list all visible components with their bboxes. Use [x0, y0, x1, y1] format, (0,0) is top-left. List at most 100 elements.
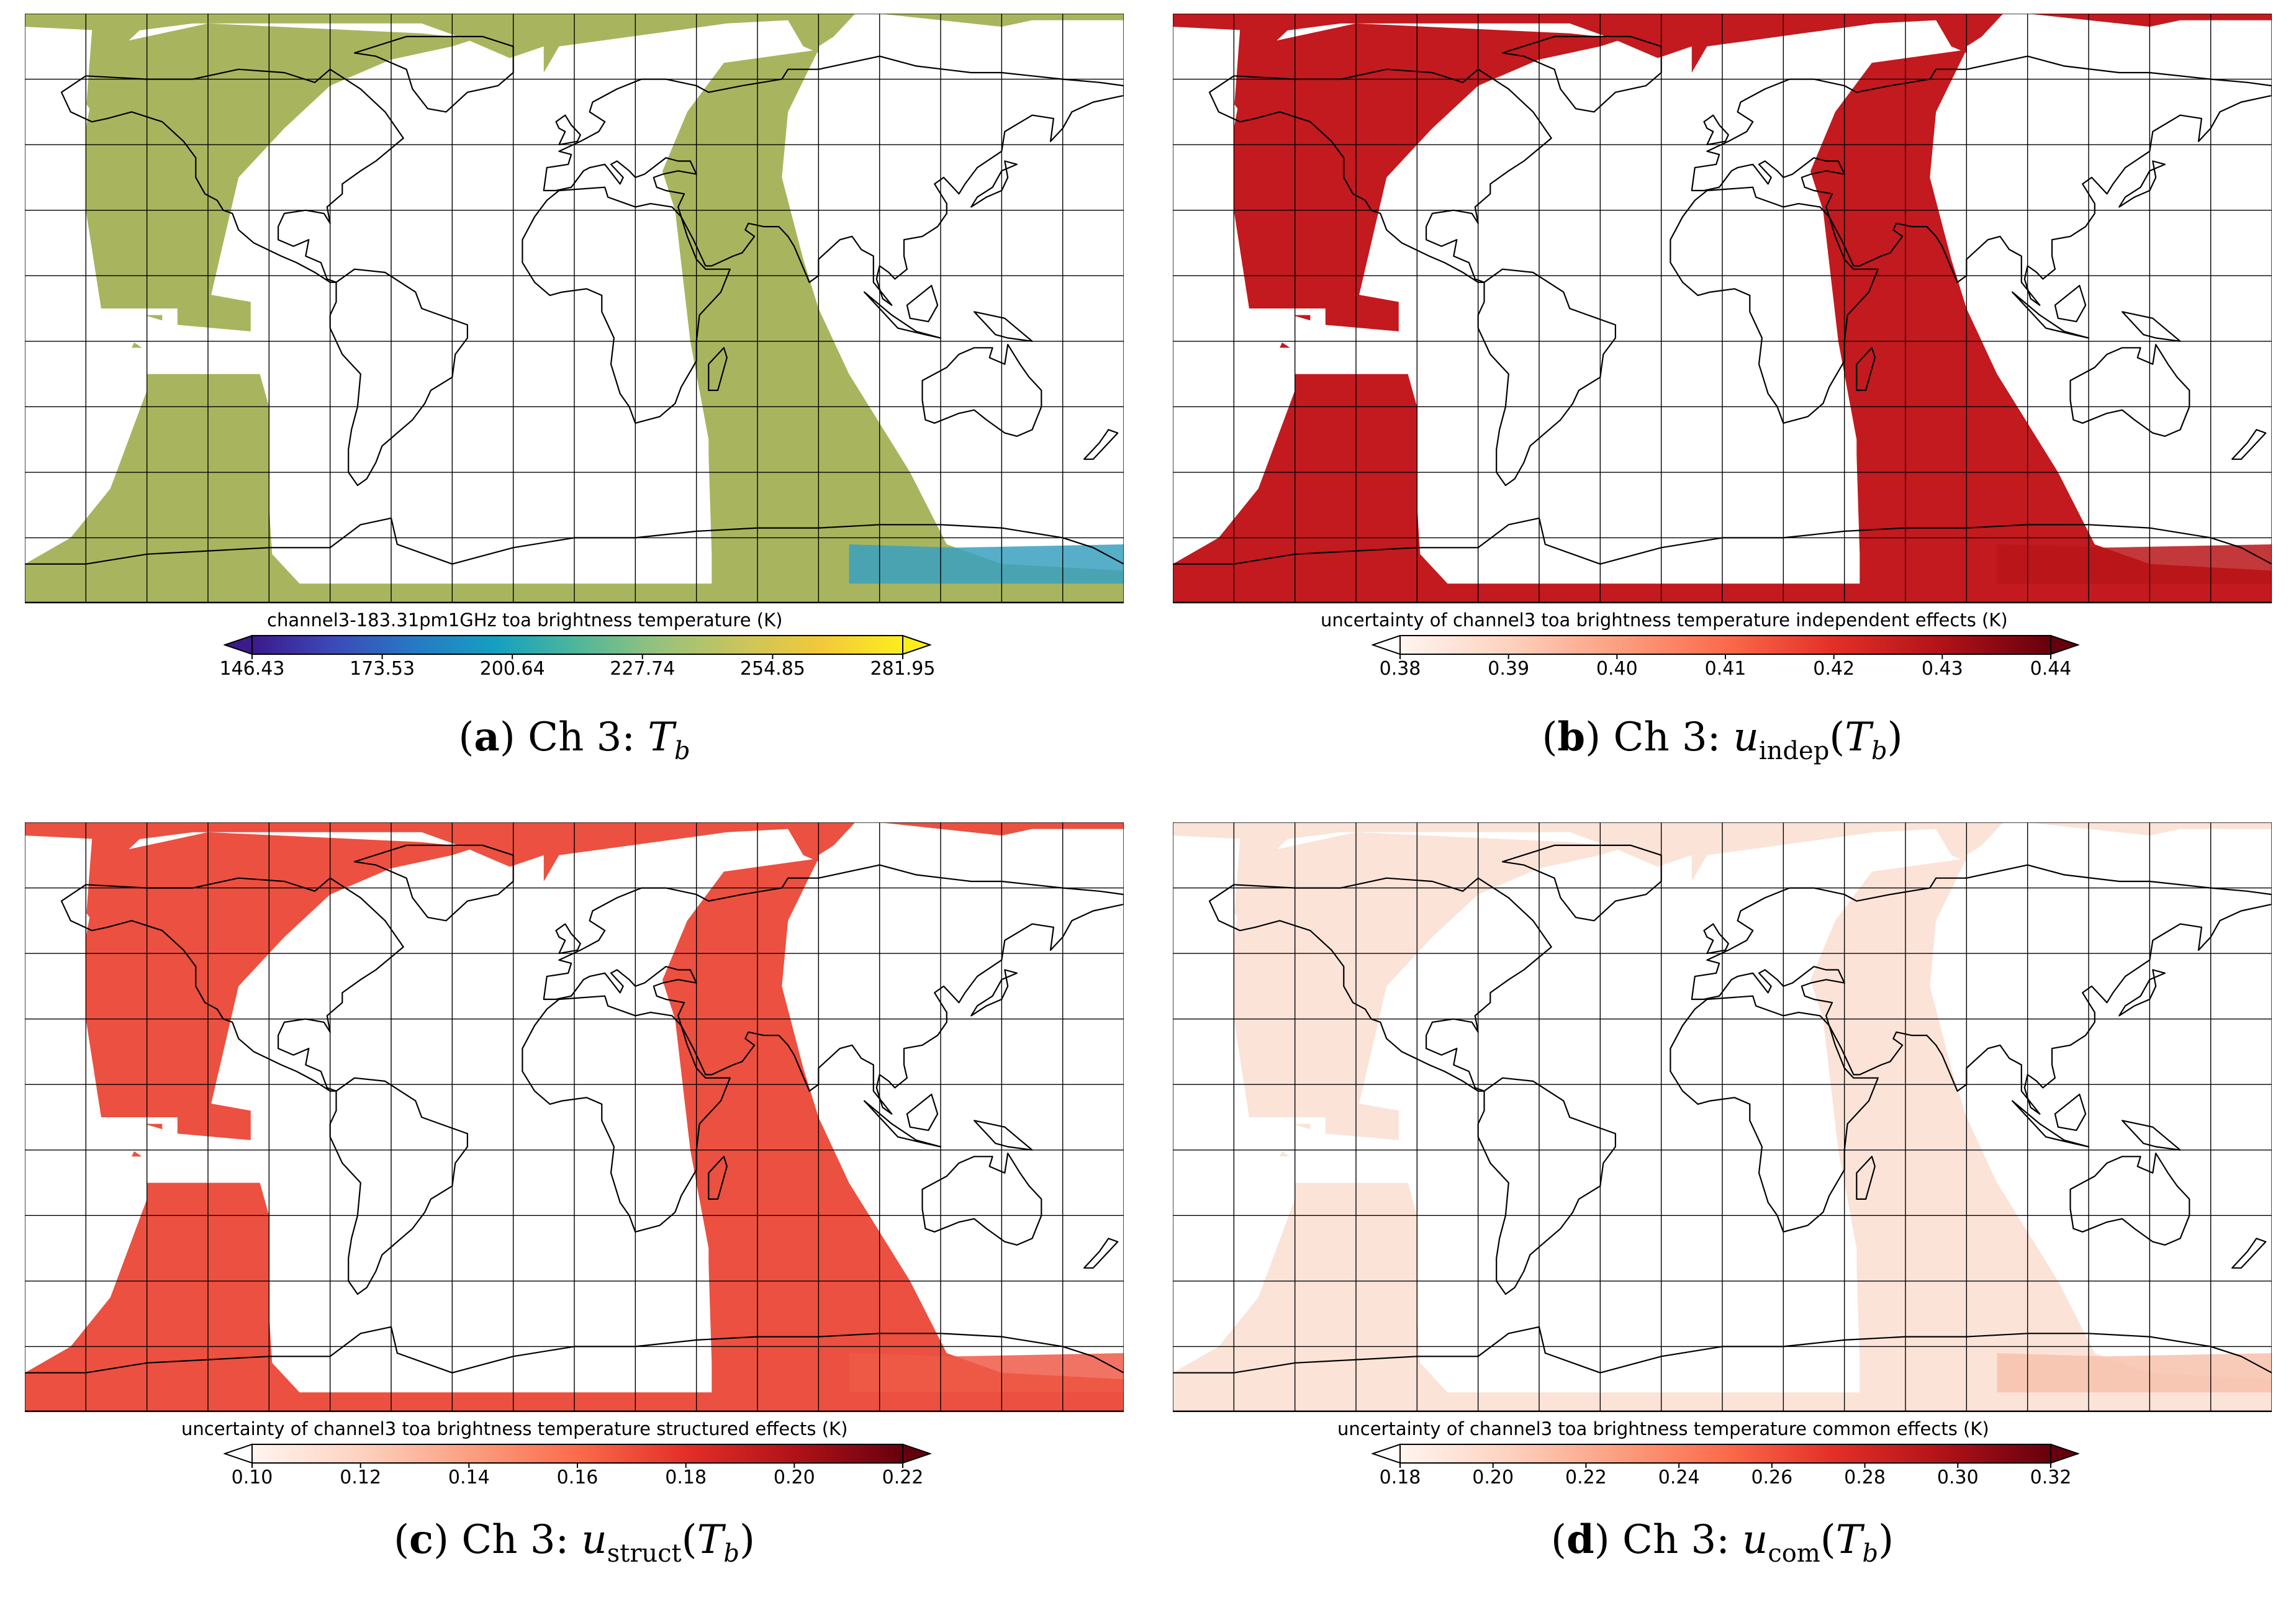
data-swath-4	[25, 14, 856, 308]
data-swath-7	[1173, 822, 2272, 842]
colorbar-tick-label: 0.22	[1565, 1467, 1607, 1488]
coastline-north-america	[1208, 68, 1552, 283]
data-swath-6	[1798, 50, 2272, 603]
colorbar-tick-label: 0.26	[1751, 1467, 1793, 1488]
colorbar-tick-label: 0.14	[448, 1467, 490, 1488]
panel-a-brightness-temperature: channel3-183.31pm1GHz toa brightness tem…	[0, 0, 1148, 793]
colorbar-tick-label: 0.24	[1658, 1467, 1700, 1488]
south-highlight	[849, 544, 1124, 584]
panel-caption: (c) Ch 3: ustruct(Tb)	[394, 1516, 755, 1568]
colorbar-tick-label: 0.20	[773, 1467, 815, 1488]
coastlines	[1173, 35, 2272, 565]
coverage-gap-center	[250, 46, 709, 564]
coastline-greenland	[1501, 844, 1662, 922]
coastline-new-guinea	[2121, 311, 2181, 342]
colorbar-tick-label: 0.28	[1844, 1467, 1886, 1488]
coastline-borneo	[2054, 285, 2087, 323]
colorbar-tick-label: 0.18	[665, 1467, 707, 1488]
coastline-north-america	[1208, 877, 1552, 1092]
colorbar	[1372, 1443, 2079, 1468]
coastline-south-america	[329, 1077, 469, 1295]
colorbar-gradient	[1399, 1444, 2051, 1464]
coastline-japan	[970, 160, 1018, 208]
coastline-new-guinea	[973, 1120, 1033, 1151]
caption-prefix: Ch 3:	[1622, 1517, 1743, 1563]
data-swath-6	[1798, 858, 2272, 1412]
coastline-north-america	[60, 877, 404, 1092]
coastline-greenland	[353, 35, 514, 113]
caption-variable: u	[1742, 1517, 1768, 1563]
coastline-japan	[970, 969, 1018, 1017]
coverage-gap-center	[1398, 855, 1857, 1373]
coastline-indonesia	[2011, 291, 2090, 339]
coastlines	[25, 35, 1124, 565]
coastline-africa	[1670, 995, 1879, 1233]
colorbar-tick-label: 0.12	[340, 1467, 382, 1488]
data-swath-5	[86, 832, 544, 1117]
colorbar-tick-label: 0.42	[1813, 658, 1855, 680]
data-swath-4	[1173, 822, 2004, 1117]
coastline-madagascar	[708, 1156, 728, 1200]
coastline-eurasia	[543, 55, 1124, 306]
coastlines	[25, 844, 1124, 1374]
colorbar-tick-label: 173.53	[350, 658, 415, 680]
colorbar-tick-label: 0.43	[1921, 658, 1963, 680]
colorbar-title: uncertainty of channel3 toa brightness t…	[1337, 1418, 1989, 1439]
colorbar-under-arrow	[224, 634, 253, 655]
coverage-gap-strip	[1270, 1123, 1326, 1160]
coverage-gap-west	[25, 835, 101, 1216]
coastline-japan	[2118, 969, 2166, 1017]
colorbar-tick-label: 254.85	[739, 658, 805, 680]
coverage-gap-center	[250, 855, 709, 1373]
caption-subscript: com	[1768, 1539, 1820, 1568]
caption-subscript: b	[674, 736, 690, 765]
data-swath-layer	[25, 14, 1124, 603]
coverage-gap-east	[818, 27, 1124, 545]
graticule	[25, 14, 1124, 603]
coastline-australia	[921, 1152, 1042, 1246]
coverage-gap-center	[1398, 46, 1857, 564]
coastlines	[1173, 844, 2272, 1374]
data-swath-layer	[1173, 14, 2272, 603]
coverage-gap-west	[1173, 835, 1249, 1216]
coastline-south-america	[1477, 268, 1617, 487]
coastline-madagascar	[708, 347, 728, 392]
colorbar-tick-label: 200.64	[479, 658, 545, 680]
map-plot	[25, 14, 1124, 603]
colorbar-gradient	[1399, 635, 2051, 655]
caption-prefix: Ch 3:	[528, 714, 648, 760]
colorbar-tick-label: 281.95	[870, 658, 936, 680]
coastline-australia	[2069, 1152, 2190, 1246]
colorbar-gradient	[251, 635, 903, 655]
colorbar-title: uncertainty of channel3 toa brightness t…	[1321, 610, 2008, 631]
panel-b-uncertainty-independent: uncertainty of channel3 toa brightness t…	[1148, 0, 2296, 793]
colorbar-tick-label: 0.18	[1379, 1467, 1421, 1488]
coastline-africa	[1670, 186, 1879, 424]
colorbar-tick-label: 0.30	[1937, 1467, 1979, 1488]
panel-caption: (d) Ch 3: ucom(Tb)	[1550, 1516, 1894, 1568]
colorbar-over-arrow	[902, 634, 931, 655]
data-swath-6	[650, 50, 1124, 603]
coastline-uk	[1703, 923, 1729, 955]
data-swath-5	[1234, 23, 1692, 309]
data-swath-1	[1173, 1182, 1448, 1412]
data-swath-7	[25, 822, 1124, 842]
data-swath-1	[1173, 374, 1448, 603]
panel-c-uncertainty-structured: uncertainty of channel3 toa brightness t…	[0, 809, 1148, 1602]
coastline-borneo	[906, 1094, 939, 1132]
colorbar	[224, 1443, 931, 1468]
coastline-greenland	[1501, 35, 1662, 113]
coverage-gap-strip	[122, 1123, 178, 1160]
colorbar-tick-label: 0.38	[1379, 658, 1421, 680]
coastline-north-america	[60, 68, 404, 283]
coverage-gap-strip	[1270, 315, 1326, 351]
caption-prefix: Ch 3:	[461, 1517, 582, 1563]
colorbar-tick-label: 0.41	[1704, 658, 1747, 680]
colorbar-title: uncertainty of channel3 toa brightness t…	[181, 1418, 848, 1439]
coastline-madagascar	[1856, 1156, 1876, 1200]
south-highlight	[849, 1353, 1124, 1393]
coastline-africa	[522, 186, 731, 424]
caption-letter: a	[474, 714, 500, 760]
data-swath-4	[1173, 14, 2004, 308]
coastline-antarctica	[25, 517, 1124, 565]
